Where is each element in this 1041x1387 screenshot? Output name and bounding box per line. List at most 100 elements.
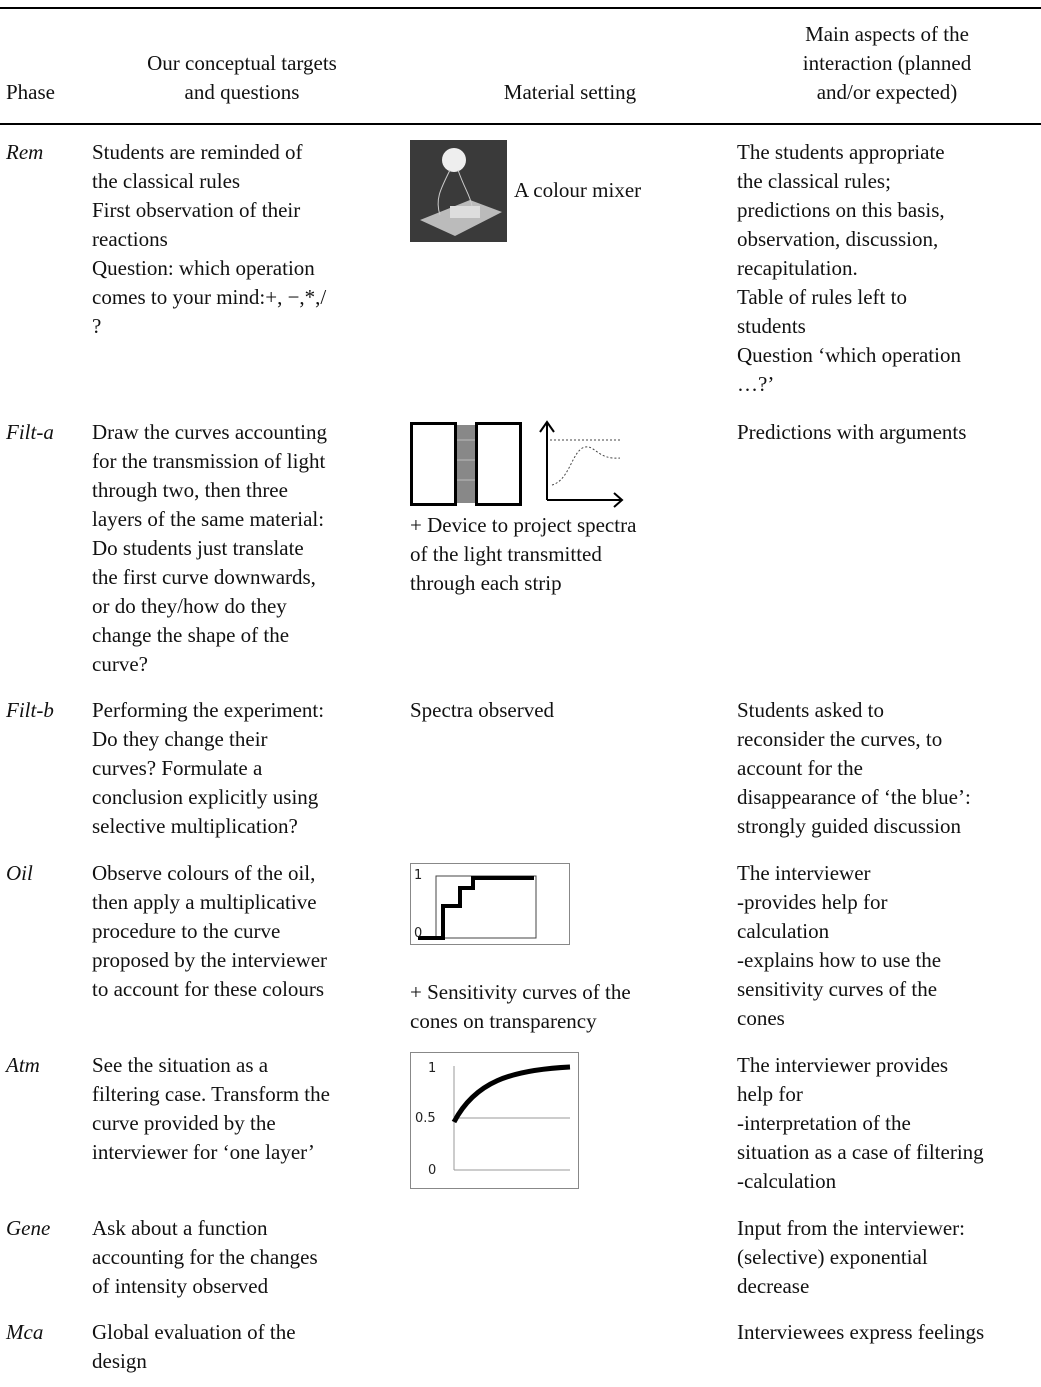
text-line: Question ‘which operation: [737, 343, 961, 367]
phase: Oil: [6, 861, 33, 885]
text-line: -interpretation of the: [737, 1111, 911, 1135]
targets: Performing the experiment: Do they change…: [92, 696, 324, 841]
text-line: Ask about a function: [92, 1216, 268, 1240]
text-line: of intensity observed: [92, 1274, 269, 1298]
text-line: filtering case. Transform the: [92, 1082, 330, 1106]
text-line: layers of the same material:: [92, 507, 325, 531]
text-line: selective multiplication?: [92, 814, 298, 838]
text-line: account for the: [737, 756, 863, 780]
text-line: reactions: [92, 227, 168, 251]
text-line: …?’: [737, 372, 775, 396]
targets: Ask about a function accounting for the c…: [92, 1214, 318, 1301]
text-line: -provides help for: [737, 890, 888, 914]
text-line: proposed by the interviewer: [92, 948, 328, 972]
text-line: and/or expected): [816, 80, 958, 104]
targets: Draw the curves accounting for the transm…: [92, 418, 327, 679]
text-line: for the transmission of light: [92, 449, 326, 473]
text-line: students: [737, 314, 806, 338]
text-line: Students asked to: [737, 698, 884, 722]
text-line: Students are reminded of: [92, 140, 303, 164]
targets: Students are reminded of the classical ru…: [92, 138, 326, 341]
text-line: curve?: [92, 652, 148, 676]
text-line: interviewer for ‘one layer’: [92, 1140, 315, 1164]
text-line: to account for these colours: [92, 977, 325, 1001]
text-line: decrease: [737, 1274, 810, 1298]
figure-label: 0.5: [415, 1111, 436, 1126]
targets: See the situation as a filtering case. Tr…: [92, 1051, 330, 1167]
text-line: First observation of their: [92, 198, 301, 222]
text-line: the classical rules: [92, 169, 241, 193]
text-line: cones on transparency: [410, 1009, 597, 1033]
text-line: Do they change their: [92, 727, 268, 751]
text-line: Table of rules left to: [737, 285, 907, 309]
interaction: The interviewer provides help for -interpr…: [737, 1051, 984, 1196]
interaction: Students asked to reconsider the curves, …: [737, 696, 971, 841]
phase: Atm: [6, 1053, 40, 1077]
material: + Sensitivity curves of the cones on tran…: [410, 978, 631, 1036]
phase: Mca: [6, 1320, 44, 1344]
text-line: disappearance of ‘the blue’:: [737, 785, 971, 809]
text-line: change the shape of the: [92, 623, 290, 647]
filter-diagram: [410, 420, 624, 508]
phase: Filt-b: [6, 698, 54, 722]
header-cell: Phase: [6, 78, 55, 107]
text-line: Material setting: [503, 80, 637, 104]
material: Spectra observed: [410, 696, 554, 725]
step-chart: 1 0: [410, 863, 570, 945]
colour-mixer-photo: [410, 140, 507, 242]
text-line: Interviewees express feelings: [737, 1320, 985, 1344]
text-line: Observe colours of the oil,: [92, 861, 316, 885]
text-line: accounting for the changes: [92, 1245, 318, 1269]
interaction: The students appropriate the classical ru…: [737, 138, 961, 399]
text-line: observation, discussion,: [737, 227, 939, 251]
text-line: the classical rules;: [737, 169, 891, 193]
text-line: Draw the curves accounting: [92, 420, 327, 444]
text-line: design: [92, 1349, 147, 1373]
text-line: -explains how to use the: [737, 948, 942, 972]
header-rule: [0, 123, 1041, 125]
interaction: Predictions with arguments: [737, 418, 966, 447]
header-cell: Material setting: [430, 78, 710, 107]
text-line: (selective) exponential: [737, 1245, 928, 1269]
text-line: comes to your mind:+, −,*,/: [92, 285, 327, 309]
text-line: and questions: [184, 80, 300, 104]
material: + Device to project spectra of the light …: [410, 511, 636, 598]
phase: Gene: [6, 1216, 51, 1240]
text-line: curve provided by the: [92, 1111, 276, 1135]
text-line: Performing the experiment:: [92, 698, 325, 722]
text-line: strongly guided discussion: [737, 814, 961, 838]
text-line: Question: which operation: [92, 256, 315, 280]
material: A colour mixer: [514, 176, 641, 205]
figure-label: 1: [428, 1061, 436, 1076]
top-rule: [0, 7, 1041, 9]
text-line: Global evaluation of the: [92, 1320, 296, 1344]
text-line: The interviewer provides: [737, 1053, 949, 1077]
text-line: Input from the interviewer:: [737, 1216, 966, 1240]
figure-label: 0: [428, 1163, 436, 1178]
figure-label: 0: [414, 926, 422, 941]
text-line: conclusion explicitly using: [92, 785, 319, 809]
text-line: Phase: [6, 80, 55, 104]
text-line: sensitivity curves of the: [737, 977, 938, 1001]
text-line: help for: [737, 1082, 803, 1106]
text-line: Our conceptual targets: [147, 51, 337, 75]
text-line: Predictions with arguments: [737, 420, 967, 444]
text-line: calculation: [737, 919, 830, 943]
text-line: interaction (planned: [802, 51, 972, 75]
text-line: cones: [737, 1006, 785, 1030]
targets: Observe colours of the oil, then apply a …: [92, 859, 327, 1004]
text-line: situation as a case of filtering: [737, 1140, 984, 1164]
exp-chart: 1 0.5 0: [410, 1052, 579, 1189]
text-line: recapitulation.: [737, 256, 858, 280]
interaction: The interviewer -provides help for calcula…: [737, 859, 941, 1033]
figure-label: 1: [414, 868, 422, 883]
header-cell: Our conceptual targets and questions: [92, 49, 392, 107]
interaction: Interviewees express feelings: [737, 1318, 984, 1347]
text-line: ?: [92, 314, 102, 338]
text-line: Do students just translate: [92, 536, 304, 560]
text-line: The students appropriate: [737, 140, 945, 164]
text-line: then apply a multiplicative: [92, 890, 317, 914]
text-line: procedure to the curve: [92, 919, 281, 943]
text-line: + Device to project spectra: [410, 513, 637, 537]
